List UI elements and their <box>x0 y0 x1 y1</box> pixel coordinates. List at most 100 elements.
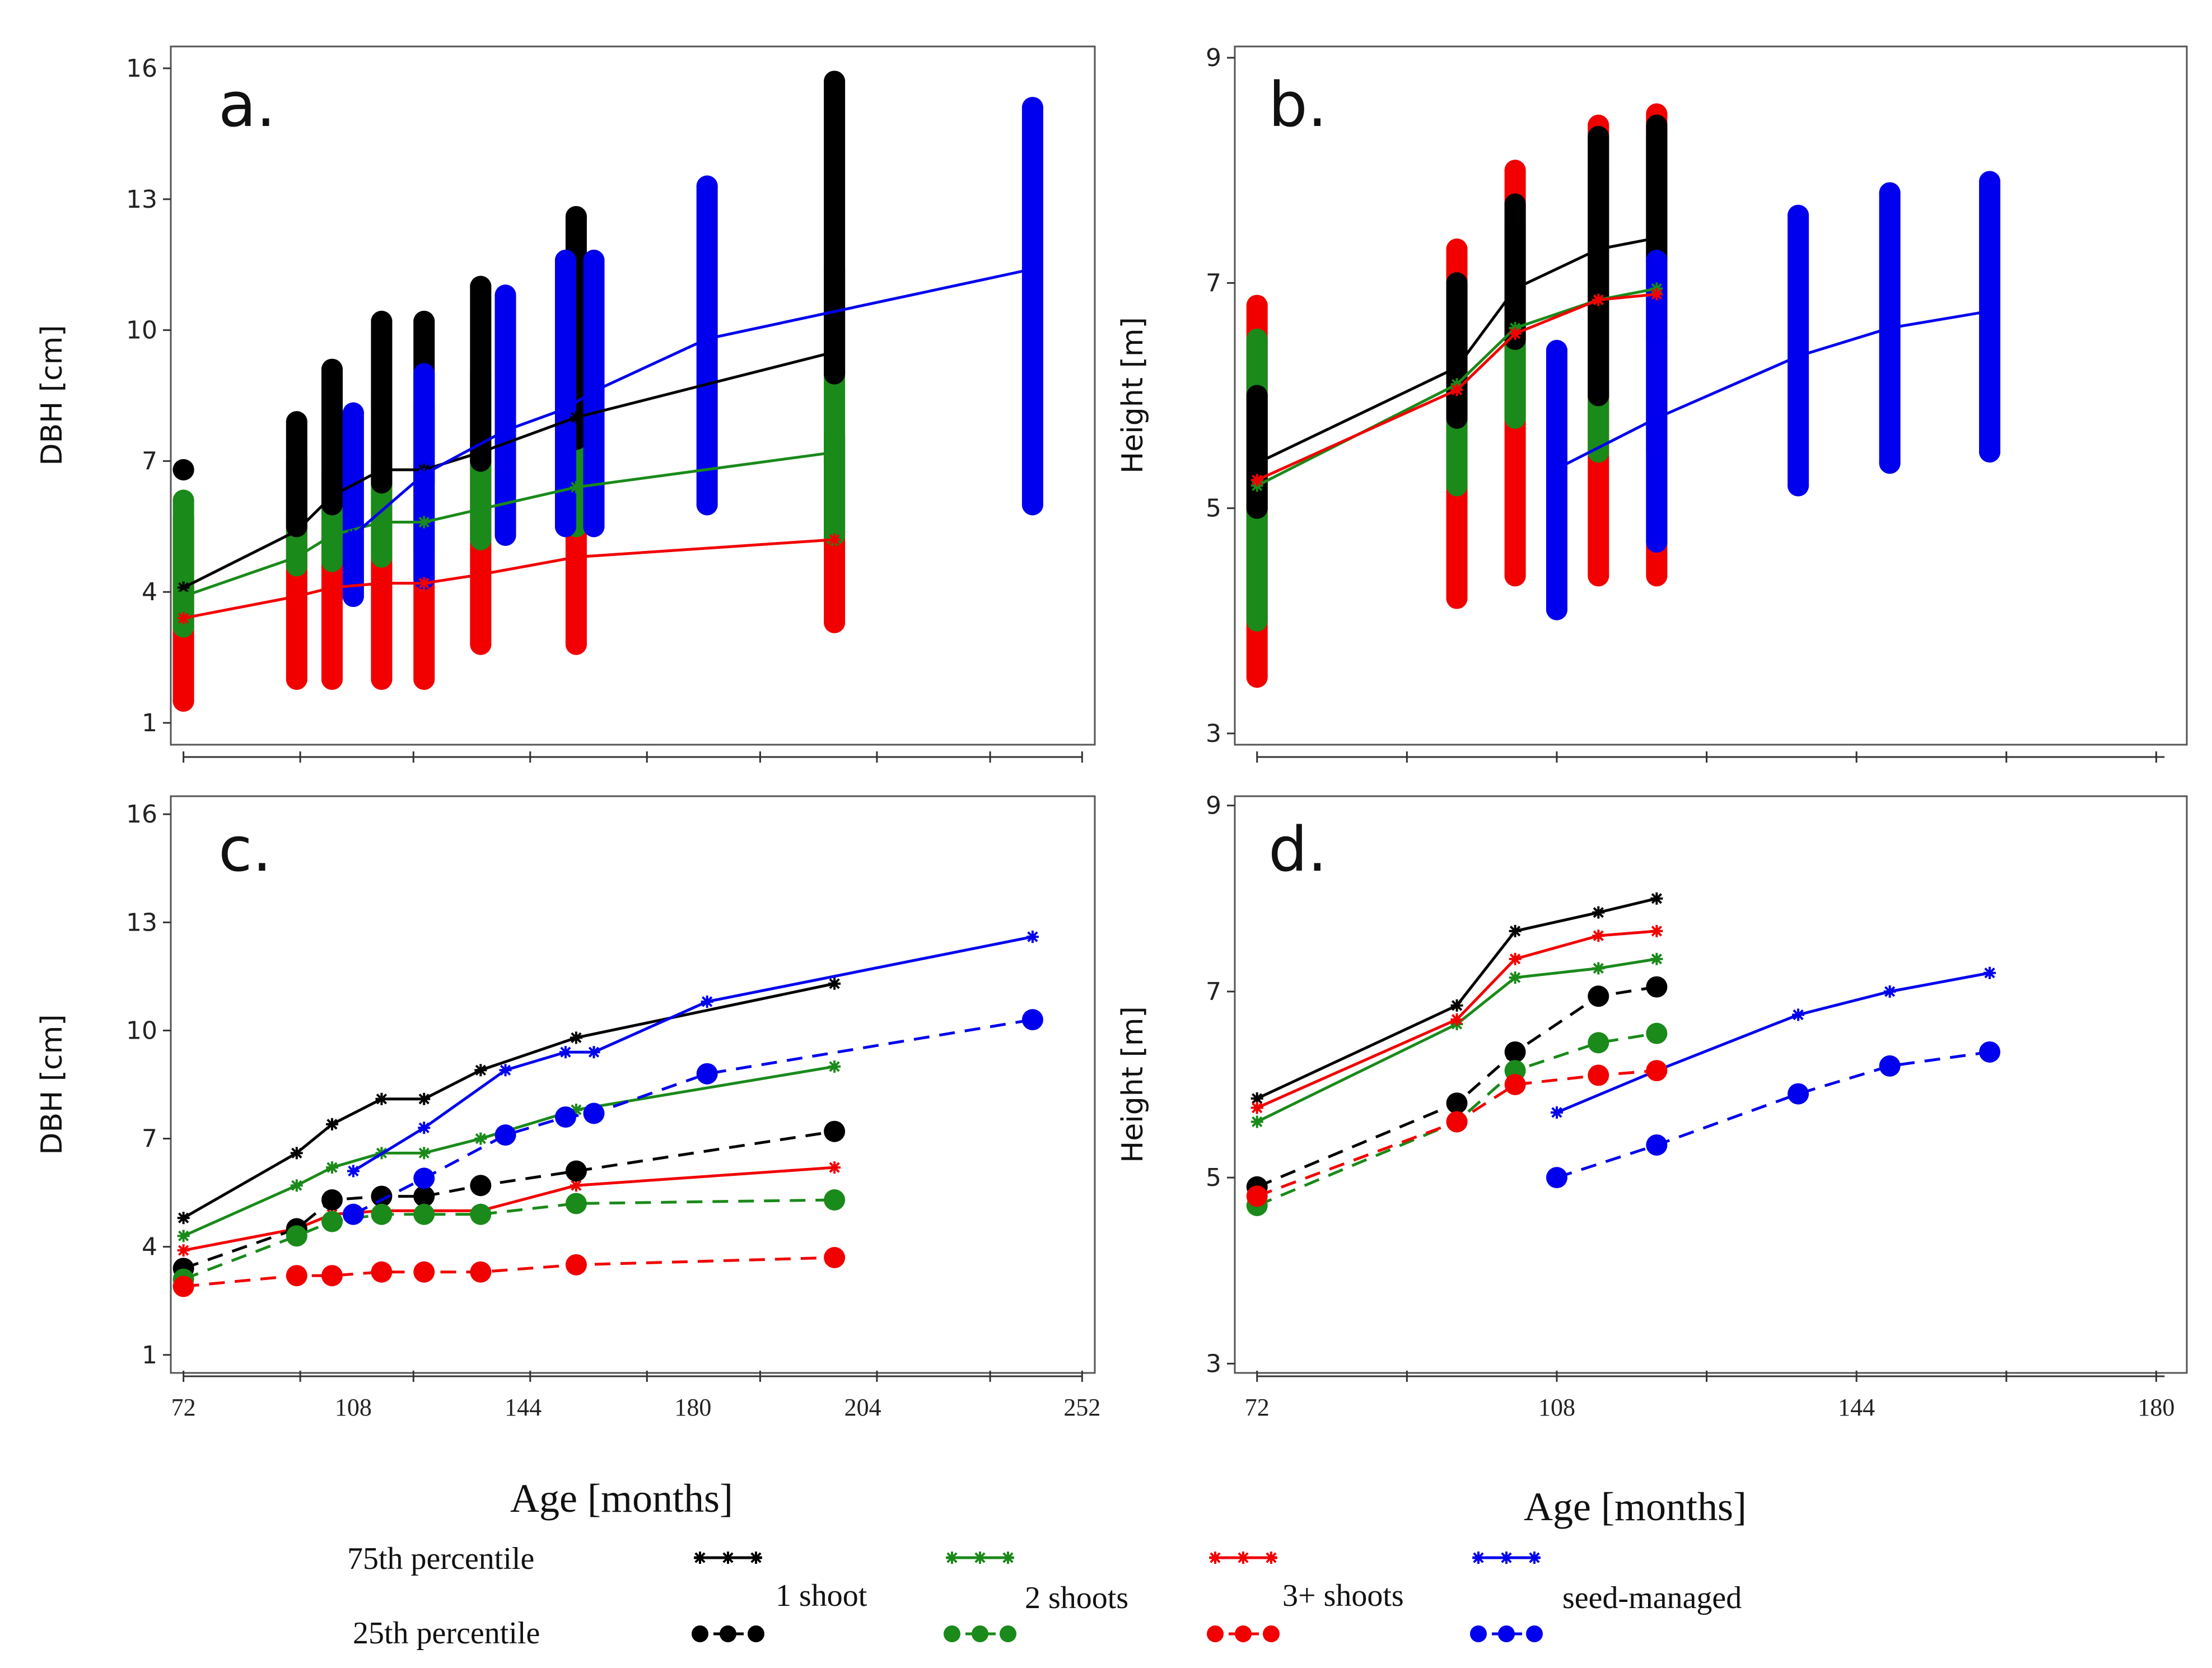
y-tick-label: 13 <box>126 185 157 214</box>
x-tick-label: 180 <box>674 1394 711 1421</box>
y-tick-label: 9 <box>1206 44 1221 72</box>
point-seed-managed-75th <box>1984 966 1996 979</box>
point-seed-managed-25th <box>1546 1167 1567 1189</box>
point-3plus-shoots-25th <box>824 1247 846 1268</box>
point-2-shoots-75th <box>474 1132 487 1145</box>
point-3plus-shoots-25th <box>1588 1064 1609 1086</box>
scatter-point-1-shoot <box>286 411 307 433</box>
scatter-point-3plus-shoots <box>413 669 435 690</box>
point-seed-managed-75th <box>418 1122 431 1134</box>
series-line-1-shoot-75th <box>183 351 835 589</box>
panel-a-label: a. <box>218 69 276 141</box>
legend-label-3plus-shoots: 3+ shoots <box>1282 1578 1404 1613</box>
point-2-shoots-75th <box>828 446 841 459</box>
legend-star-3plus-shoots <box>1265 1552 1277 1564</box>
panel-d-frame <box>1234 795 2188 1374</box>
point-2-shoots-25th <box>371 1203 393 1225</box>
point-1-shoot-25th <box>470 1175 492 1197</box>
point-seed-managed-25th <box>342 1203 364 1225</box>
scatter-point-seed-managed <box>342 586 364 608</box>
y-tick-label: 16 <box>126 54 157 83</box>
point-3plus-shoots-75th <box>474 568 487 581</box>
legend-star-3plus-shoots <box>1237 1552 1249 1564</box>
point-seed-managed-75th <box>1550 1106 1563 1119</box>
point-seed-managed-75th <box>499 424 512 437</box>
legend-star-1-shoot <box>694 1552 706 1564</box>
scatter-point-seed-managed <box>342 402 364 424</box>
scatter-point-1-shoot <box>1446 407 1468 429</box>
point-1-shoot-75th <box>1650 892 1663 905</box>
legend-star-seed-managed <box>1528 1552 1541 1564</box>
scatter-point-2-shoots <box>1446 475 1468 497</box>
scatter-point-1-shoot <box>565 205 587 227</box>
point-3plus-shoots-75th <box>570 1179 582 1192</box>
x-tick-label: 144 <box>505 1394 542 1421</box>
scatter-point-2-shoots <box>172 616 194 638</box>
x-tick-label: 144 <box>1838 1394 1875 1421</box>
point-2-shoots-25th <box>1588 1032 1609 1054</box>
x-axis-title-right: Age [months] <box>1524 1484 1747 1529</box>
point-2-shoots-75th <box>418 516 431 529</box>
scatter-point-seed-managed <box>1788 204 1809 226</box>
point-2-shoots-75th <box>1650 952 1663 965</box>
point-3plus-shoots-75th <box>1250 474 1263 487</box>
legend-label-seed-managed: seed-managed <box>1562 1581 1742 1615</box>
point-2-shoots-25th <box>321 1211 343 1232</box>
point-1-shoot-75th <box>1509 282 1522 295</box>
point-3plus-shoots-25th <box>286 1265 307 1287</box>
point-3plus-shoots-75th <box>1592 929 1605 942</box>
scatter-point-2-shoots <box>1504 407 1526 429</box>
point-3plus-shoots-25th <box>321 1265 343 1287</box>
point-seed-managed-75th <box>1883 985 1896 998</box>
panel-c-label: c. <box>218 814 272 885</box>
series-line-1-shoot-75th <box>183 982 835 1220</box>
legend-label-2-shoots: 2 shoots <box>1025 1581 1128 1615</box>
point-2-shoots-25th <box>565 1193 587 1214</box>
legend-star-seed-managed <box>1472 1552 1485 1564</box>
point-3plus-shoots-75th <box>1250 1101 1263 1114</box>
series-line-3plus-shoots-75th <box>183 538 835 620</box>
scatter-point-seed-managed <box>696 175 718 197</box>
point-seed-managed-75th <box>1792 350 1805 363</box>
scatter-point-seed-managed <box>1646 250 1668 272</box>
scatter-point-1-shoot <box>1646 114 1668 136</box>
y-tick-label: 5 <box>1206 1164 1221 1192</box>
x-tick-label: 72 <box>1245 1394 1270 1421</box>
point-2-shoots-75th <box>1250 1115 1263 1128</box>
point-3plus-shoots-75th <box>570 550 582 563</box>
scatter-point-seed-managed <box>554 249 576 271</box>
point-1-shoot-75th <box>1450 999 1463 1012</box>
point-2-shoots-25th <box>413 1203 435 1225</box>
scatter-point-1-shoot <box>371 472 393 494</box>
x-tick-label: 72 <box>171 1394 196 1421</box>
y-tick-label: 7 <box>1206 978 1221 1006</box>
point-2-shoots-25th <box>1646 1022 1668 1044</box>
point-1-shoot-25th <box>1588 985 1609 1007</box>
scatter-point-3plus-shoots <box>1446 239 1468 260</box>
point-3plus-shoots-75th <box>1450 1013 1463 1026</box>
point-1-shoot-25th <box>1646 976 1668 998</box>
point-seed-managed-25th <box>413 1167 435 1189</box>
point-1-shoot-75th <box>290 525 303 538</box>
point-3plus-shoots-75th <box>1509 952 1522 965</box>
point-1-shoot-75th <box>570 411 582 424</box>
legend-row-75th: 75th percentile <box>347 1541 534 1576</box>
point-3plus-shoots-75th <box>177 611 190 624</box>
chart-marks: 1 4 7 10 13 16 3 5 7 9 1 4 7 10 13 16 72 108 144 180 204 252 3… <box>126 44 2174 1642</box>
panel-c-marks: 1 4 7 10 13 16 72 108 144 180 204 252 <box>126 800 1100 1421</box>
point-1-shoot-25th <box>565 1160 587 1182</box>
legend-row-25th: 25th percentile <box>353 1616 540 1651</box>
scatter-point-seed-managed <box>583 249 605 271</box>
legend-star-2-shoots <box>1002 1552 1014 1564</box>
legend-label-1-shoot: 1 shoot <box>776 1578 867 1613</box>
scatter-point-seed-managed <box>413 363 435 385</box>
point-seed-managed-25th <box>583 1102 605 1124</box>
scatter-point-1-shoot <box>1504 193 1526 215</box>
scatter-point-1-shoot <box>1446 272 1468 294</box>
series-line-2-shoots-25th <box>183 1198 835 1281</box>
point-2-shoots-25th <box>470 1203 492 1225</box>
y-tick-label: 5 <box>1206 494 1221 523</box>
point-seed-managed-25th <box>1788 1083 1809 1105</box>
point-3plus-shoots-25th <box>470 1261 492 1283</box>
